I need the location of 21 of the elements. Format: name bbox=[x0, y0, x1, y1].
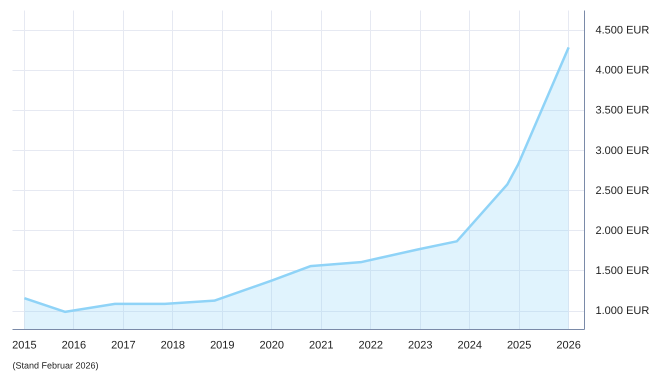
x-tick-label: 2020 bbox=[260, 340, 284, 352]
y-tick-label: 1.500 EUR bbox=[596, 264, 650, 277]
y-tick-label: 2.000 EUR bbox=[596, 224, 650, 237]
x-tick-label: 2021 bbox=[309, 340, 334, 352]
y-tick-label: 1.000 EUR bbox=[596, 305, 650, 318]
text: (Stand Februar 2026) bbox=[12, 360, 99, 370]
x-tick-label: 2019 bbox=[210, 340, 235, 352]
y-tick-label: 3.500 EUR bbox=[596, 104, 650, 117]
y-tick-label: 3.000 EUR bbox=[596, 144, 650, 157]
x-tick-label: 2024 bbox=[457, 340, 482, 352]
x-tick-label: 2023 bbox=[408, 340, 432, 352]
y-tick-label: 4.500 EUR bbox=[596, 24, 650, 37]
x-tick-label: 2022 bbox=[358, 340, 383, 352]
x-tick-label: 2016 bbox=[62, 340, 86, 352]
x-tick-label: 2025 bbox=[506, 340, 532, 352]
x-tick-label: 2026 bbox=[556, 340, 581, 352]
y-tick-label: 4.000 EUR bbox=[596, 64, 650, 77]
x-tick-label: 2015 bbox=[12, 340, 37, 352]
y-tick-label: 2.500 EUR bbox=[596, 184, 650, 197]
x-tick-label: 2018 bbox=[160, 340, 186, 352]
x-tick-label: 2017 bbox=[111, 340, 136, 352]
